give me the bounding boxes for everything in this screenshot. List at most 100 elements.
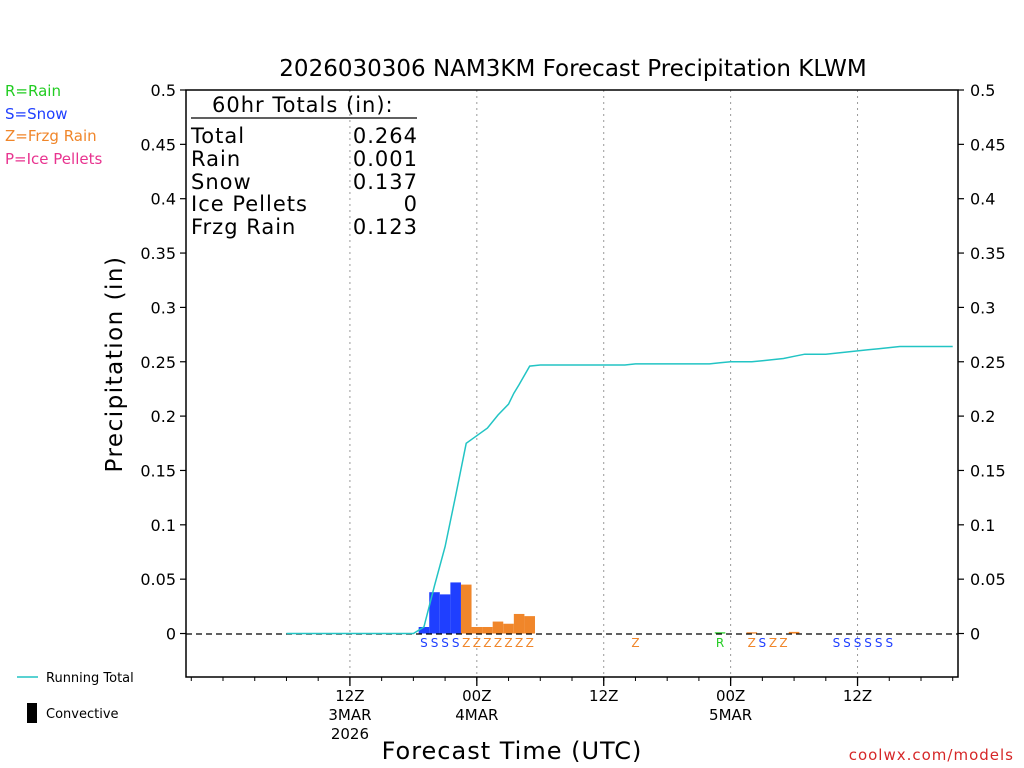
precip-bar bbox=[429, 592, 440, 634]
type-label: Z bbox=[769, 636, 777, 650]
type-label: Z bbox=[462, 636, 470, 650]
y-tick-label-left: 0.35 bbox=[140, 244, 176, 263]
y-tick-label-right: 0.15 bbox=[970, 461, 1006, 480]
type-label: S bbox=[864, 636, 872, 650]
bars-layer bbox=[418, 582, 800, 634]
y-tick-label-left: 0.3 bbox=[151, 298, 176, 317]
x-tick-label-time: 12Z bbox=[589, 687, 618, 705]
x-tick-label-date: 5MAR bbox=[709, 706, 752, 724]
type-label: S bbox=[759, 636, 767, 650]
type-label: Z bbox=[748, 636, 756, 650]
y-tick-label-left: 0.15 bbox=[140, 461, 176, 480]
legend-rain: R=Rain bbox=[5, 82, 61, 100]
totals-rain-value: 0.001 bbox=[353, 147, 418, 171]
y-axis-label: Precipitation (in) bbox=[102, 256, 128, 473]
type-label: Z bbox=[483, 636, 491, 650]
y-tick-label-right: 0.5 bbox=[970, 81, 995, 100]
precip-bar bbox=[788, 631, 800, 634]
totals-snow-value: 0.137 bbox=[353, 170, 418, 194]
chart-title: 2026030306 NAM3KM Forecast Precipitation… bbox=[279, 56, 866, 82]
y-tick-label-right: 0.3 bbox=[970, 298, 995, 317]
totals-frzg-rain-label: Frzg Rain bbox=[191, 215, 296, 239]
y-tick-label-right: 0.45 bbox=[970, 135, 1006, 154]
x-tick-label-date: 3MAR bbox=[328, 706, 371, 724]
precip-bar bbox=[714, 632, 726, 634]
type-label: Z bbox=[526, 636, 534, 650]
totals-header: 60hr Totals (in): bbox=[212, 93, 394, 117]
y-tick-label-right: 0.35 bbox=[970, 244, 1006, 263]
y-tick-label-right: 0.4 bbox=[970, 190, 995, 209]
precip-bar bbox=[513, 613, 525, 634]
type-label: S bbox=[854, 636, 862, 650]
precip-bar bbox=[439, 594, 451, 634]
grid-lines bbox=[349, 90, 859, 677]
y-tick-label-left: 0.25 bbox=[140, 353, 176, 372]
running-total-legend-label: Running Total bbox=[46, 671, 134, 686]
x-tick-label-year: 2026 bbox=[331, 725, 369, 743]
type-label: S bbox=[420, 636, 428, 650]
running-total-line bbox=[286, 345, 953, 635]
legend-ice-pellets: P=Ice Pellets bbox=[5, 150, 102, 168]
y-ticks: 0.5 0.5 0.45 0.45 0.4 0.4 0.35 0.35 0.3 0.3 0.25 0.… bbox=[140, 81, 1005, 644]
type-label: S bbox=[843, 636, 851, 650]
type-label: R bbox=[716, 636, 724, 650]
type-label: Z bbox=[779, 636, 787, 650]
totals-total-label: Total bbox=[190, 124, 245, 148]
totals-frzg-rain-value: 0.123 bbox=[353, 215, 418, 239]
x-tick-label-time: 12Z bbox=[335, 687, 364, 705]
precip-bar bbox=[746, 632, 758, 634]
precip-bar bbox=[482, 626, 493, 634]
convective-legend-label: Convective bbox=[46, 707, 119, 722]
x-tick-label-date: 4MAR bbox=[455, 706, 498, 724]
totals-snow-label: Snow bbox=[191, 170, 252, 194]
y-tick-label-right: 0.1 bbox=[970, 516, 995, 535]
y-tick-label-right: 0 bbox=[970, 625, 980, 644]
type-label: Z bbox=[515, 636, 523, 650]
precip-bar bbox=[492, 621, 504, 634]
type-label: S bbox=[885, 636, 893, 650]
convective-swatch bbox=[27, 703, 37, 723]
type-legend: R=Rain S=Snow Z=Frzg Rain P=Ice Pellets bbox=[5, 82, 102, 168]
plot-frame bbox=[185, 89, 959, 678]
type-label: Z bbox=[494, 636, 502, 650]
y-tick-label-left: 0 bbox=[166, 625, 176, 644]
legend-snow: S=Snow bbox=[5, 105, 68, 123]
type-label: S bbox=[452, 636, 460, 650]
credit-text: coolwx.com/models bbox=[849, 746, 1014, 764]
x-tick-label-time: 00Z bbox=[716, 687, 745, 705]
y-tick-label-right: 0.05 bbox=[970, 570, 1006, 589]
type-label: S bbox=[875, 636, 883, 650]
legend-frzg-rain: Z=Frzg Rain bbox=[5, 127, 97, 145]
precip-bar bbox=[418, 626, 430, 634]
totals-box: 60hr Totals (in): Total 0.264 Rain 0.001… bbox=[190, 93, 418, 239]
y-tick-label-left: 0.05 bbox=[140, 570, 176, 589]
precip-bar bbox=[460, 584, 472, 634]
precip-bar bbox=[450, 582, 461, 634]
totals-ice-pellets-label: Ice Pellets bbox=[191, 192, 308, 216]
type-label: S bbox=[833, 636, 841, 650]
type-label: S bbox=[441, 636, 449, 650]
type-label: Z bbox=[473, 636, 481, 650]
type-label: Z bbox=[631, 636, 639, 650]
precip-bar bbox=[471, 626, 483, 634]
y-tick-label-left: 0.45 bbox=[140, 135, 176, 154]
y-tick-label-left: 0.1 bbox=[151, 516, 176, 535]
y-tick-label-right: 0.25 bbox=[970, 353, 1006, 372]
totals-total-value: 0.264 bbox=[353, 124, 418, 148]
totals-rain-label: Rain bbox=[191, 147, 241, 171]
x-axis-label: Forecast Time (UTC) bbox=[382, 737, 643, 765]
precip-bar bbox=[524, 616, 535, 634]
x-tick-label-time: 00Z bbox=[462, 687, 491, 705]
x-tick-label-time: 12Z bbox=[843, 687, 872, 705]
bottom-legend: Running Total Convective bbox=[17, 671, 134, 723]
y-tick-label-right: 0.2 bbox=[970, 407, 995, 426]
type-label: S bbox=[431, 636, 439, 650]
type-label: Z bbox=[504, 636, 512, 650]
totals-ice-pellets-value: 0 bbox=[404, 192, 418, 216]
y-tick-label-left: 0.5 bbox=[151, 81, 176, 100]
precip-bar bbox=[503, 623, 514, 634]
y-tick-label-left: 0.2 bbox=[151, 407, 176, 426]
